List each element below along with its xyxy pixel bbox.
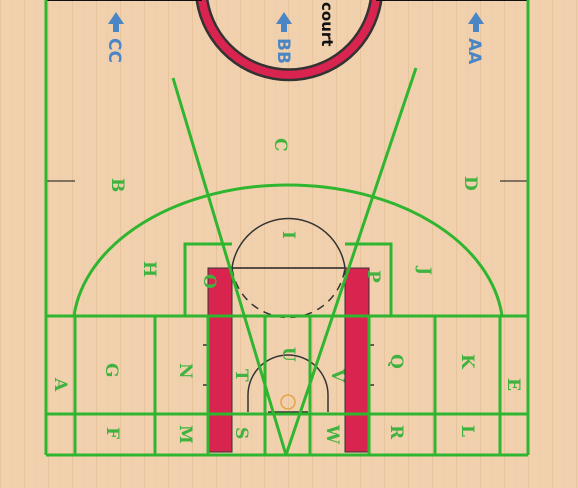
zone-label-v: V [327,368,347,383]
zone-label-a: A [50,377,70,392]
zone-label-b: B [107,178,127,192]
paint-left [208,268,232,452]
zone-label-s: S [231,427,251,439]
zone-label-j: J [414,265,434,275]
zone-label-u: U [278,347,298,362]
zone-label-k: K [457,354,477,370]
zone-label-p: P [363,270,383,283]
zone-label-q: Q [386,354,406,369]
zone-label-r: R [386,425,406,440]
zone-label-h: H [139,261,159,277]
zone-label-f: F [102,427,122,439]
zone-label-g: G [101,363,121,378]
zone-label-i: I [278,231,298,239]
zone-label-t: T [231,369,251,382]
paint-right [345,268,369,452]
zone-label-e: E [503,378,523,391]
zone-label-c: C [270,138,290,152]
court-text: court [318,2,336,46]
zone-label-d: D [460,176,480,191]
zone-label-l: L [457,425,477,437]
zone-label-m: M [175,425,195,444]
cc-label: CC [104,38,124,63]
zone-label-w: W [322,424,342,445]
zone-label-n: N [175,363,195,379]
aa-label: AA [464,38,484,65]
bb-label: BB [273,38,293,64]
zone-label-o: O [199,274,219,289]
